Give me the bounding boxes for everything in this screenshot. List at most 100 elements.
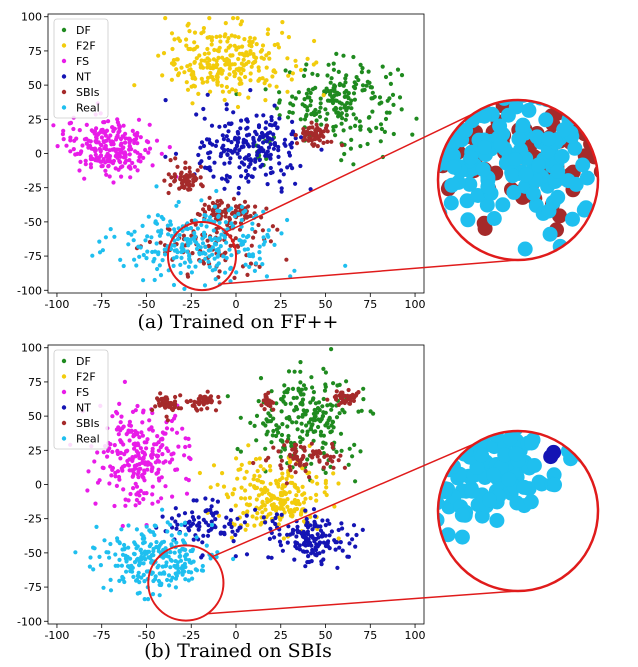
point-df [310, 385, 315, 390]
point-sbis [181, 233, 186, 238]
point-nt [327, 533, 332, 538]
zoom-point-real [495, 197, 511, 213]
legend-label-df: DF [76, 355, 91, 368]
point-f2f [187, 29, 192, 34]
point-sbis [173, 156, 178, 161]
point-sbis [292, 454, 297, 459]
point-df [357, 119, 362, 124]
point-nt [239, 174, 244, 179]
point-sbis [310, 125, 315, 130]
point-sbis [231, 196, 237, 201]
point-nt [218, 530, 223, 535]
point-sbis [321, 129, 326, 134]
zoom-point-real [438, 495, 445, 511]
point-f2f [293, 58, 298, 63]
point-df [298, 369, 303, 374]
point-nt [213, 517, 218, 522]
point-real [94, 524, 99, 530]
point-real [160, 258, 165, 263]
point-real [203, 213, 208, 218]
point-f2f [289, 509, 294, 515]
point-nt [243, 139, 249, 144]
point-df [266, 411, 271, 416]
point-real [231, 556, 236, 562]
point-sbis [310, 449, 316, 454]
point-df [341, 53, 346, 58]
point-real [151, 578, 156, 584]
point-df [313, 429, 318, 434]
point-fs [55, 144, 60, 149]
zoom-point-real [470, 188, 486, 203]
point-real [138, 245, 143, 250]
point-sbis [165, 226, 170, 231]
point-real [182, 554, 188, 559]
point-df [290, 386, 296, 391]
point-nt [246, 144, 252, 149]
point-nt [261, 148, 266, 153]
point-sbis [206, 243, 211, 249]
point-nt [268, 165, 273, 171]
point-f2f [262, 489, 267, 494]
point-nt [201, 533, 206, 538]
point-f2f [236, 68, 241, 73]
point-f2f [284, 476, 289, 482]
point-fs [94, 136, 99, 141]
point-f2f [270, 506, 276, 511]
point-fs [167, 460, 172, 465]
point-real [172, 243, 177, 248]
point-f2f [294, 493, 299, 498]
point-sbis [205, 238, 210, 243]
point-df [351, 162, 356, 167]
point-f2f [314, 492, 319, 497]
legend-box [53, 349, 109, 450]
zoom-point-real [554, 149, 570, 164]
legend-marker-f2f [61, 43, 67, 48]
point-sbis [285, 439, 290, 444]
point-df [342, 151, 347, 157]
point-real [140, 223, 145, 228]
point-df [300, 402, 305, 407]
point-fs [184, 476, 189, 481]
point-nt [265, 149, 270, 154]
point-real [180, 546, 185, 552]
point-nt [345, 532, 350, 537]
point-fs [93, 152, 98, 157]
point-df [343, 117, 348, 122]
point-fs [112, 147, 117, 152]
point-f2f [324, 485, 329, 490]
x-tick-label: 0 [233, 298, 240, 311]
point-f2f [232, 34, 238, 39]
legend-label-sbis: SBIs [76, 86, 100, 99]
point-fs [99, 135, 104, 140]
point-real [211, 228, 216, 233]
point-nt [293, 181, 298, 186]
point-real [212, 241, 217, 246]
legend-marker-df [61, 27, 67, 33]
point-nt [245, 119, 250, 124]
point-sbis [293, 133, 298, 138]
point-real [171, 263, 176, 268]
point-df [310, 422, 315, 427]
point-sbis [183, 166, 188, 171]
point-fs [61, 137, 66, 142]
point-fs [114, 483, 119, 488]
point-f2f [182, 70, 187, 75]
point-nt [272, 142, 278, 148]
zoom-point-real [577, 231, 593, 247]
point-sbis [268, 239, 273, 244]
point-df [287, 110, 292, 115]
legend-label-f2f: F2F [76, 40, 96, 53]
point-df [358, 124, 363, 129]
point-df [288, 401, 293, 406]
point-f2f [235, 16, 240, 21]
zoom-point-real [567, 140, 583, 156]
point-f2f [231, 16, 236, 21]
point-real [73, 550, 78, 555]
point-df [284, 388, 289, 394]
point-df [380, 64, 385, 69]
point-fs [130, 128, 135, 133]
point-nt [320, 518, 325, 523]
point-sbis [182, 185, 187, 190]
point-sbis [187, 165, 192, 170]
